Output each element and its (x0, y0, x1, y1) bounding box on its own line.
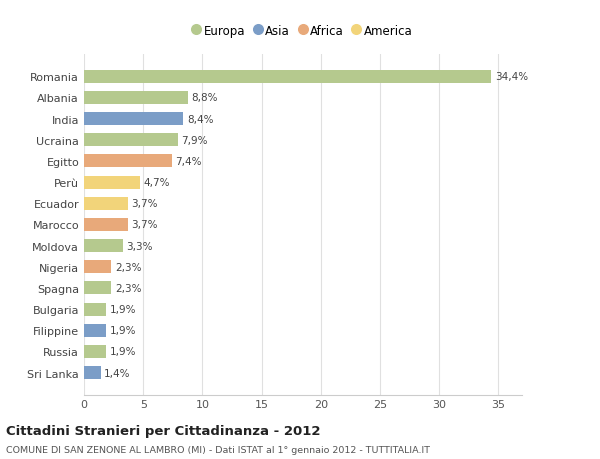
Text: 34,4%: 34,4% (495, 72, 528, 82)
Bar (84, 261, 111, 274)
Text: 3,3%: 3,3% (127, 241, 153, 251)
Text: 7,9%: 7,9% (181, 135, 208, 146)
Bar (84, 218, 128, 231)
Text: 1,9%: 1,9% (110, 304, 137, 314)
Text: 8,4%: 8,4% (187, 114, 214, 124)
Text: 1,9%: 1,9% (110, 347, 137, 357)
Bar (84, 303, 106, 316)
Bar (84, 345, 106, 358)
Bar (84, 197, 128, 210)
Text: 2,3%: 2,3% (115, 262, 141, 272)
Bar (84, 240, 123, 252)
Bar (84, 92, 188, 105)
Bar (84, 155, 172, 168)
Bar (84, 282, 111, 295)
Legend: Europa, Asia, Africa, America: Europa, Asia, Africa, America (188, 20, 418, 43)
Text: 2,3%: 2,3% (115, 283, 141, 293)
Bar (84, 366, 101, 379)
Bar (84, 324, 106, 337)
Text: 3,7%: 3,7% (131, 220, 158, 230)
Text: 1,4%: 1,4% (104, 368, 131, 378)
Bar (84, 113, 184, 126)
Bar (84, 176, 140, 189)
Text: 7,4%: 7,4% (175, 157, 202, 167)
Text: 3,7%: 3,7% (131, 199, 158, 209)
Text: 4,7%: 4,7% (143, 178, 170, 188)
Bar (84, 71, 491, 84)
Text: 1,9%: 1,9% (110, 325, 137, 336)
Bar (84, 134, 178, 147)
Text: COMUNE DI SAN ZENONE AL LAMBRO (MI) - Dati ISTAT al 1° gennaio 2012 - TUTTITALIA: COMUNE DI SAN ZENONE AL LAMBRO (MI) - Da… (6, 445, 430, 454)
Text: 8,8%: 8,8% (192, 93, 218, 103)
Text: Cittadini Stranieri per Cittadinanza - 2012: Cittadini Stranieri per Cittadinanza - 2… (6, 424, 320, 437)
